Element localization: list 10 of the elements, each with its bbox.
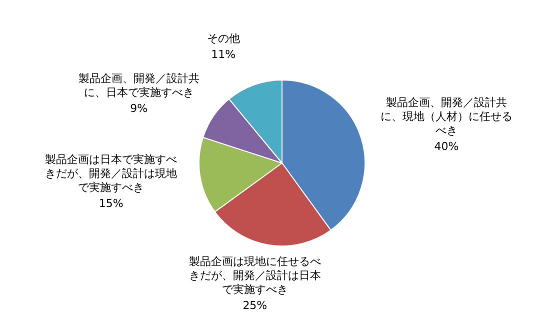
slice-label: 製品企画、開発／設計共に、現地（人材）に任せるべき xyxy=(380,96,513,138)
slice-label: 製品企画は現地に任せるべきだが、開発／設計は日本で実施すべき xyxy=(188,255,321,298)
data-label: 40% xyxy=(433,140,460,154)
data-label: 25% xyxy=(242,299,268,314)
data-label: 11% xyxy=(210,48,237,62)
data-label: 15% xyxy=(98,197,124,212)
data-label: 9% xyxy=(129,102,149,116)
slice-label: その他 xyxy=(206,32,241,46)
slice-label: 製品企画、開発／設計共に、日本で実施すべき xyxy=(77,72,200,100)
slice-label: 製品企画は日本で実施すべきだが、開発／設計は現地で実施すべき xyxy=(45,153,178,196)
